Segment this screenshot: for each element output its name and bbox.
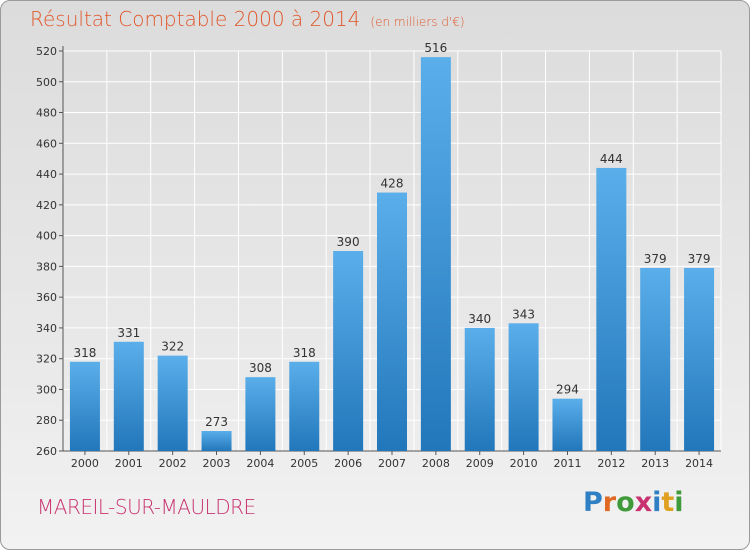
data-label: 318 (73, 346, 96, 360)
y-tick-label: 480 (36, 107, 57, 120)
data-label: 516 (424, 41, 447, 55)
bar (508, 323, 539, 451)
chart-title-text: Résultat Comptable 2000 à 2014 (30, 7, 361, 31)
x-tick-label: 2012 (597, 457, 625, 470)
y-tick-label: 360 (36, 291, 57, 304)
x-tick-label: 2008 (422, 457, 450, 470)
y-tick-label: 300 (36, 383, 57, 396)
bar (552, 398, 583, 451)
bar (289, 361, 320, 451)
bar (113, 341, 144, 451)
data-label: 294 (556, 383, 579, 397)
x-tick-label: 2004 (246, 457, 274, 470)
y-tick-label: 380 (36, 260, 57, 273)
bar (596, 167, 627, 451)
bar (684, 267, 715, 451)
y-tick-label: 460 (36, 137, 57, 150)
data-label: 331 (117, 326, 140, 340)
y-tick-label: 420 (36, 199, 57, 212)
x-tick-label: 2007 (378, 457, 406, 470)
x-tick-label: 2000 (71, 457, 99, 470)
bar (333, 251, 364, 451)
logo-letter: t (661, 487, 675, 518)
data-label: 273 (205, 415, 228, 429)
data-labels: 318 331 322 273 308 318 390 428 516 340 343 294 444 3… (73, 41, 710, 429)
bar (157, 355, 188, 451)
y-tick-label: 520 (36, 45, 57, 58)
y-tick-label: 440 (36, 168, 57, 181)
y-tick-label: 320 (36, 353, 57, 366)
x-tick-label: 2010 (510, 457, 538, 470)
y-tick-label: 400 (36, 230, 57, 243)
data-label: 340 (468, 312, 491, 326)
bar (69, 361, 100, 451)
x-tick-label: 2013 (641, 457, 669, 470)
bar (201, 431, 232, 451)
data-label: 343 (512, 307, 535, 321)
y-tick-label: 280 (36, 414, 57, 427)
x-tick-label: 2005 (290, 457, 318, 470)
x-tick-label: 2002 (159, 457, 187, 470)
data-label: 379 (644, 252, 667, 266)
y-tick-label: 500 (36, 76, 57, 89)
logo-letter: o (616, 487, 635, 518)
logo-letter: r (602, 487, 617, 518)
x-tick-label: 2011 (553, 457, 581, 470)
y-tick-label: 340 (36, 322, 57, 335)
bar (420, 57, 451, 452)
x-tick-label: 2003 (203, 457, 231, 470)
bar (464, 327, 495, 451)
data-label: 428 (381, 177, 404, 191)
chart-title: Résultat Comptable 2000 à 2014 (en millie… (30, 7, 465, 31)
bar (245, 377, 276, 451)
data-label: 318 (293, 346, 316, 360)
data-label: 444 (600, 152, 623, 166)
tick-labels: 260 280 300 320 340 360 380 400 420 440 460 480 500 5… (36, 45, 713, 470)
logo-letter: P (583, 487, 603, 518)
x-tick-label: 2006 (334, 457, 362, 470)
bars (69, 57, 715, 452)
x-tick-label: 2009 (466, 457, 494, 470)
data-label: 379 (688, 252, 711, 266)
logo-letter: x (634, 487, 653, 518)
data-label: 308 (249, 361, 272, 375)
x-tick-label: 2014 (685, 457, 713, 470)
proxiti-logo: Proxiti (583, 487, 684, 518)
x-tick-label: 2001 (115, 457, 143, 470)
chart-subtitle: (en milliers d'€) (370, 15, 465, 29)
logo-letter: i (652, 487, 662, 518)
data-label: 390 (337, 235, 360, 249)
bar (640, 267, 671, 451)
place-name: MAREIL-SUR-MAULDRE (37, 495, 256, 519)
y-tick-label: 260 (36, 445, 57, 458)
data-label: 322 (161, 340, 184, 354)
bar (377, 192, 407, 452)
logo-letter: i (674, 487, 684, 518)
